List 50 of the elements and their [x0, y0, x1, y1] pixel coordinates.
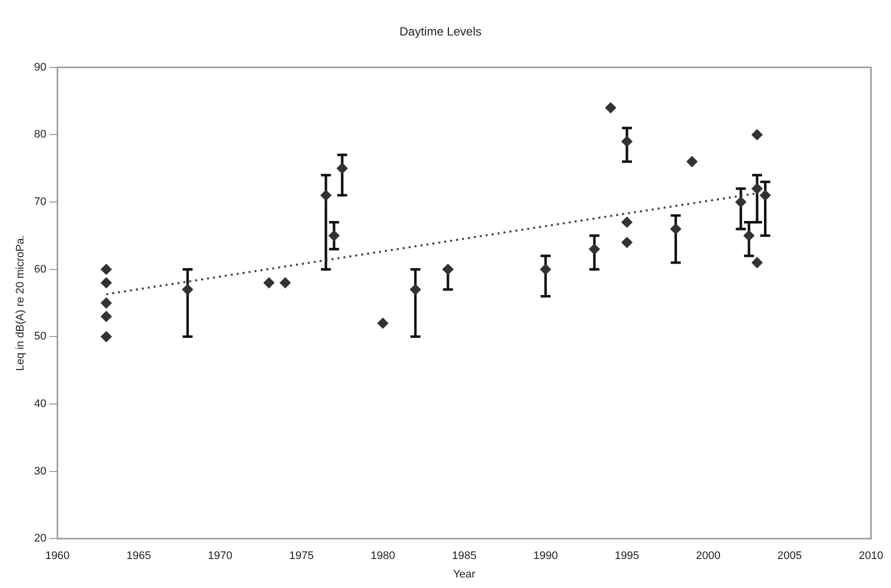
y-tick-label: 90 [34, 61, 46, 74]
y-tick-label: 50 [34, 330, 46, 343]
point [280, 277, 291, 288]
y-tick-label: 40 [34, 398, 46, 410]
point [100, 310, 112, 322]
y-axis-title: Leq in dB(A) re 20 microPa. [14, 235, 27, 371]
point [621, 136, 632, 147]
point [410, 284, 421, 296]
point [182, 284, 194, 296]
point [100, 331, 112, 342]
point [743, 230, 754, 242]
x-tick-label: 1970 [208, 550, 232, 562]
point [752, 257, 763, 268]
x-tick-label: 1995 [614, 550, 640, 562]
point [605, 102, 616, 114]
x-axis-title: Year [453, 568, 476, 580]
point [442, 264, 454, 275]
point [735, 196, 746, 208]
point [320, 190, 332, 201]
y-tick-label: 80 [34, 128, 46, 141]
y-tick-label: 30 [34, 465, 46, 478]
y-tick-label: 70 [34, 196, 46, 208]
y-tick-label: 20 [34, 532, 46, 545]
x-tick-label: 1975 [289, 550, 314, 562]
x-tick-label: 1980 [370, 550, 396, 562]
x-tick-label: 2005 [777, 550, 802, 562]
point [100, 264, 112, 275]
point [752, 183, 763, 194]
x-tick-label: 1965 [126, 550, 152, 562]
point [752, 129, 763, 140]
point [328, 230, 340, 242]
point [686, 156, 698, 168]
x-tick-label: 1960 [45, 550, 70, 562]
x-tick-label: 1990 [533, 550, 558, 562]
y-tick-label: 60 [34, 263, 46, 276]
point [621, 236, 632, 248]
point [377, 318, 388, 329]
point [760, 190, 771, 201]
point [540, 264, 552, 275]
point [100, 277, 112, 288]
x-tick-label: 1985 [452, 550, 476, 562]
point [588, 244, 600, 255]
x-tick-label: 2010 [858, 550, 884, 562]
point [670, 223, 682, 234]
point [100, 298, 112, 308]
point [263, 277, 274, 288]
x-tick-label: 2000 [696, 550, 721, 562]
chart-title: Daytime Levels [399, 24, 482, 39]
point [336, 162, 348, 174]
point [621, 216, 632, 228]
